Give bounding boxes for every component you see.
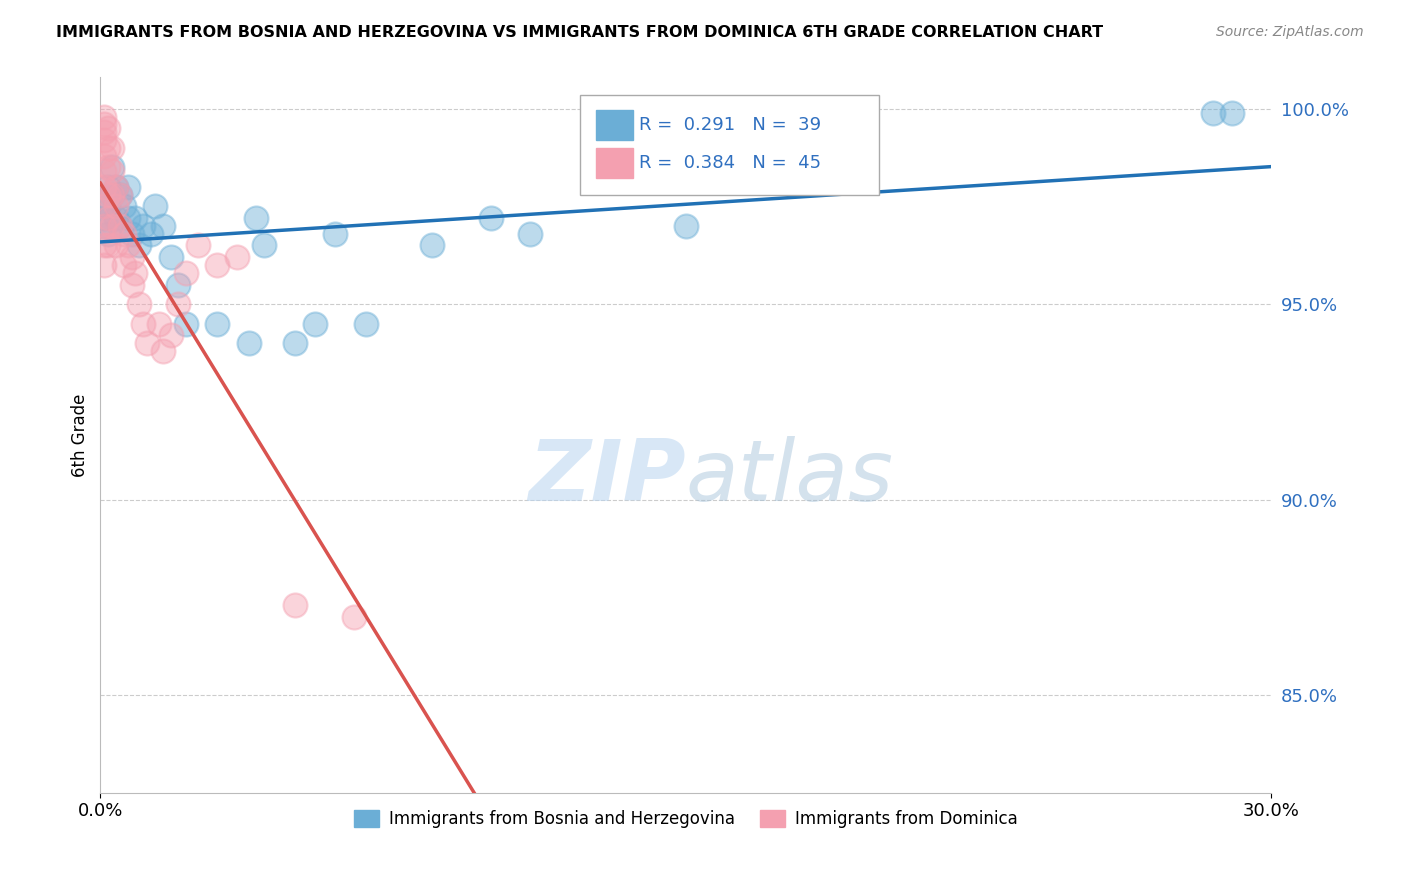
Point: [132, 317, 155, 331]
Y-axis label: 6th Grade: 6th Grade: [72, 393, 89, 476]
Point: [101, 141, 124, 155]
Text: R =  0.291   N =  39: R = 0.291 N = 39: [638, 116, 821, 134]
Point: [136, 336, 159, 351]
Point: [108, 187, 131, 202]
Point: [121, 250, 143, 264]
Point: [159, 328, 181, 343]
Point: [93, 125, 115, 139]
Point: [159, 250, 181, 264]
Point: [97, 121, 120, 136]
Point: [226, 250, 249, 264]
Point: [148, 317, 170, 331]
Point: [108, 187, 131, 202]
Point: [104, 179, 127, 194]
Point: [354, 317, 377, 331]
Point: [93, 211, 115, 226]
Point: [97, 141, 120, 155]
Point: [124, 211, 146, 226]
Point: [112, 258, 135, 272]
Point: [101, 161, 124, 175]
Point: [93, 110, 115, 124]
Point: [207, 258, 229, 272]
Point: [93, 179, 115, 194]
Point: [104, 211, 127, 226]
Point: [343, 609, 366, 624]
Point: [174, 317, 197, 331]
FancyBboxPatch shape: [596, 110, 633, 140]
Point: [93, 148, 115, 162]
Point: [207, 317, 229, 331]
Point: [143, 199, 166, 213]
Point: [104, 238, 127, 252]
Point: [304, 317, 326, 331]
Point: [238, 336, 260, 351]
Point: [93, 164, 115, 178]
Point: [167, 297, 190, 311]
Point: [93, 219, 115, 233]
Text: ZIP: ZIP: [529, 436, 686, 519]
Point: [139, 227, 162, 241]
Point: [108, 219, 131, 233]
Point: [187, 238, 209, 252]
Point: [167, 277, 190, 292]
Point: [245, 211, 267, 226]
Point: [101, 187, 124, 202]
Point: [519, 227, 541, 241]
Point: [128, 238, 150, 252]
Point: [93, 117, 115, 131]
Point: [93, 258, 115, 272]
Point: [93, 238, 115, 252]
Point: [112, 227, 135, 241]
Point: [1220, 105, 1243, 120]
Point: [420, 238, 443, 252]
Point: [121, 277, 143, 292]
Point: [253, 238, 276, 252]
Point: [124, 266, 146, 280]
Point: [101, 187, 124, 202]
Point: [97, 238, 120, 252]
Point: [174, 266, 197, 280]
Point: [323, 227, 346, 241]
Text: atlas: atlas: [686, 436, 894, 519]
Point: [97, 187, 120, 202]
Point: [132, 219, 155, 233]
Legend: Immigrants from Bosnia and Herzegovina, Immigrants from Dominica: Immigrants from Bosnia and Herzegovina, …: [347, 803, 1024, 834]
Point: [104, 179, 127, 194]
Point: [152, 344, 174, 359]
Point: [152, 219, 174, 233]
Point: [97, 161, 120, 175]
Point: [479, 211, 502, 226]
Point: [117, 179, 139, 194]
Point: [117, 211, 139, 226]
Point: [284, 336, 307, 351]
FancyBboxPatch shape: [596, 147, 633, 178]
Point: [93, 219, 115, 233]
Point: [93, 199, 115, 213]
FancyBboxPatch shape: [581, 95, 879, 195]
Point: [93, 133, 115, 147]
Point: [101, 219, 124, 233]
Point: [112, 199, 135, 213]
Point: [284, 598, 307, 612]
Point: [101, 164, 124, 178]
Point: [97, 211, 120, 226]
Point: [675, 219, 697, 233]
Point: [1201, 105, 1223, 120]
Text: R =  0.384   N =  45: R = 0.384 N = 45: [638, 153, 821, 171]
Point: [97, 199, 120, 213]
Point: [117, 238, 139, 252]
Point: [93, 199, 115, 213]
Point: [128, 297, 150, 311]
Point: [108, 219, 131, 233]
Text: IMMIGRANTS FROM BOSNIA AND HERZEGOVINA VS IMMIGRANTS FROM DOMINICA 6TH GRADE COR: IMMIGRANTS FROM BOSNIA AND HERZEGOVINA V…: [56, 25, 1104, 40]
Text: Source: ZipAtlas.com: Source: ZipAtlas.com: [1216, 25, 1364, 39]
Point: [97, 227, 120, 241]
Point: [97, 179, 120, 194]
Point: [121, 227, 143, 241]
Point: [104, 199, 127, 213]
